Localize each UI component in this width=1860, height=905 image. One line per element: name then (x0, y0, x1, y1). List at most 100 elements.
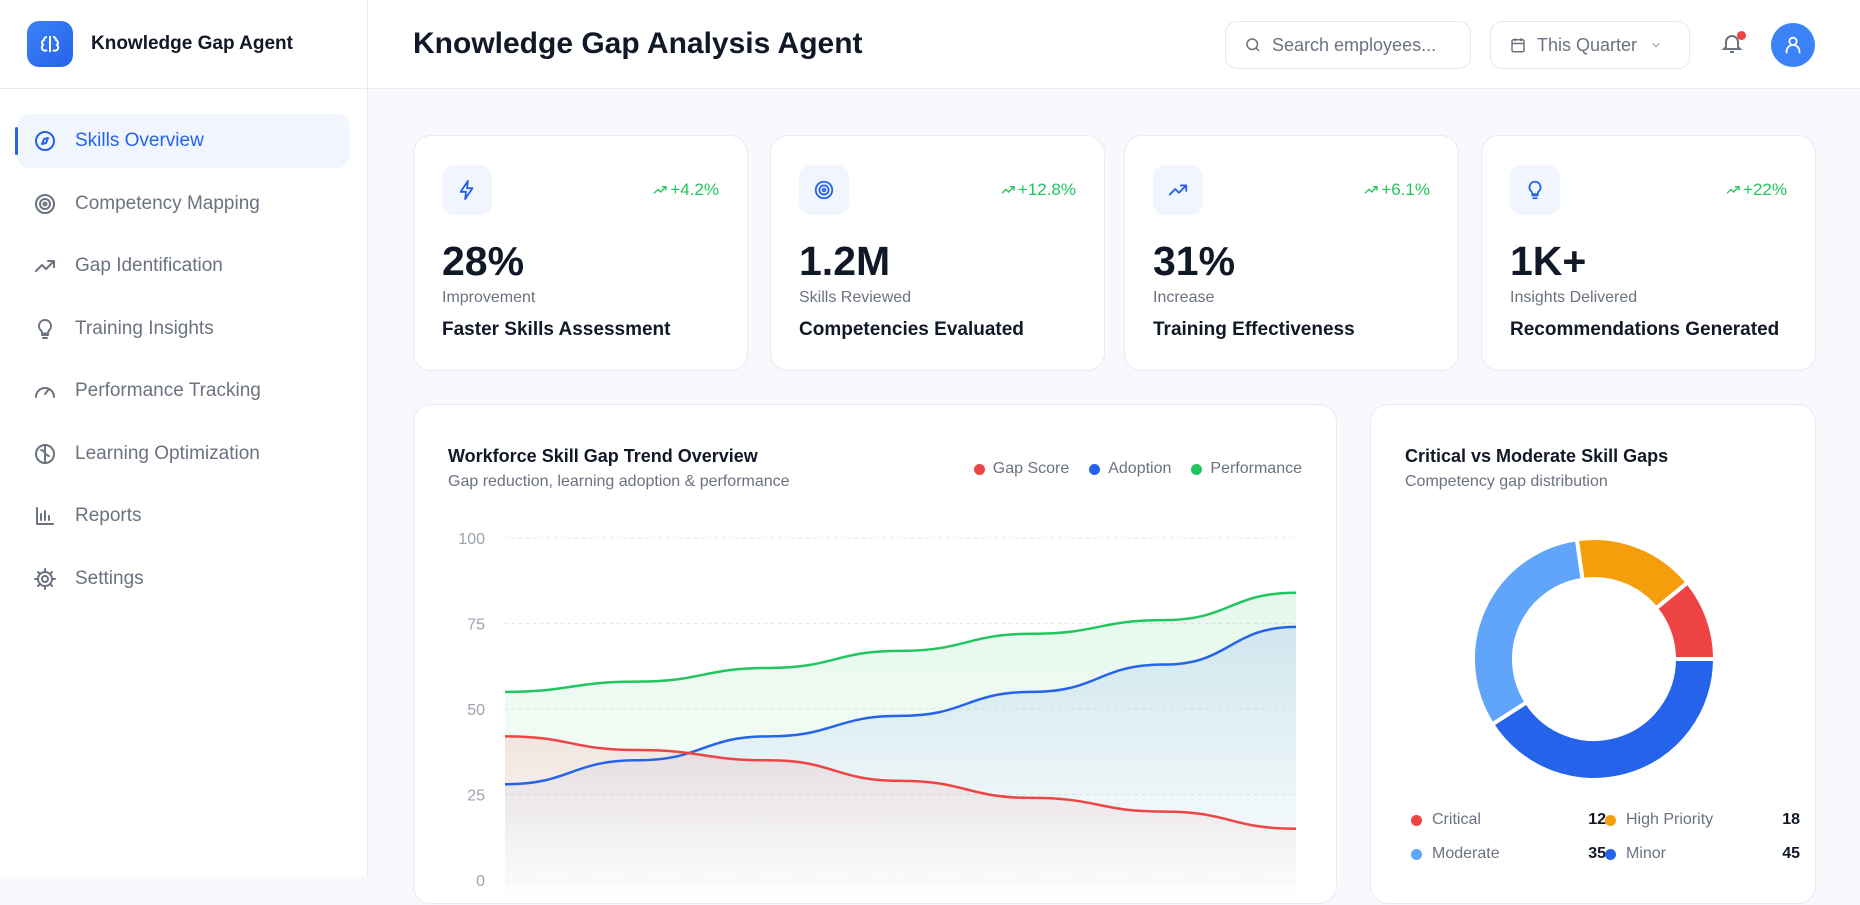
trend-up-icon (1726, 186, 1740, 194)
donut-slice-high-priority[interactable] (1574, 536, 1691, 612)
trend-up-icon (1364, 186, 1378, 194)
legend-label: Minor (1626, 845, 1667, 862)
kpi-label: Competencies Evaluated (799, 319, 1024, 340)
sidebar-item-training-insights[interactable]: Training Insights (17, 302, 349, 356)
kpi-label: Recommendations Generated (1510, 319, 1780, 340)
y-tick-label: 75 (467, 617, 485, 634)
trending-up-icon (1168, 184, 1188, 196)
notifications-button[interactable] (1720, 31, 1748, 59)
trend-up-icon (653, 186, 667, 194)
search-box[interactable] (1225, 21, 1471, 69)
kpi-card: +6.1% 31% Increase Training Effectivenes… (1124, 135, 1459, 371)
kpi-value: 28% (442, 238, 525, 284)
sidebar-item-label: Learning Optimization (75, 442, 260, 464)
lightbulb-icon (1528, 180, 1542, 200)
legend-label: Adoption (1108, 460, 1172, 477)
donut-slice-moderate[interactable] (1471, 536, 1585, 728)
kpi-icon-box (1153, 165, 1203, 215)
legend-dot (973, 463, 985, 475)
kpi-icon-box (1510, 165, 1560, 215)
gear-icon (34, 567, 56, 590)
legend-value: 12 (1588, 811, 1606, 828)
kpi-icon-box (442, 165, 492, 215)
sidebar-item-learning-optimization[interactable]: Learning Optimization (17, 427, 349, 481)
chart-subtitle: Gap reduction, learning adoption & perfo… (448, 473, 790, 490)
legend-label: Performance (1210, 460, 1302, 477)
target-icon (35, 193, 55, 214)
calendar-icon (1511, 38, 1525, 53)
sidebar-item-label: Reports (75, 505, 142, 526)
donut-subtitle: Competency gap distribution (1405, 473, 1608, 490)
kpi-sublabel: Insights Delivered (1510, 289, 1638, 306)
kpi-sublabel: Increase (1153, 289, 1215, 306)
donut-chart-card: Critical vs Moderate Skill Gaps Competen… (1370, 404, 1816, 904)
y-tick-label: 50 (467, 702, 485, 719)
kpi-value: 31% (1153, 238, 1236, 284)
sidebar-item-competency-mapping[interactable]: Competency Mapping (17, 177, 349, 231)
legend-item[interactable]: Performance (1191, 460, 1302, 478)
kpi-change-badge: +12.8% (1000, 180, 1076, 200)
legend-value: 45 (1782, 845, 1800, 862)
legend-dot (1411, 848, 1422, 860)
kpi-value: 1K+ (1510, 238, 1587, 284)
avatar[interactable] (1771, 23, 1815, 67)
sidebar-nav: Skills Overview Competency Mapping Gap Ide… (15, 114, 349, 614)
legend-label: Critical (1432, 811, 1481, 828)
legend-value: 18 (1782, 811, 1800, 828)
legend-dot (1411, 814, 1422, 826)
kpi-value: 1.2M (799, 238, 891, 284)
legend-label: High Priority (1626, 811, 1714, 828)
donut-legend-item: Minor 45 (1605, 845, 1800, 863)
kpi-change-badge: +6.1% (1363, 180, 1430, 200)
sidebar-item-gap-identification[interactable]: Gap Identification (17, 239, 349, 293)
header: Knowledge Gap Analysis Agent This Quarte… (368, 0, 1860, 89)
kpi-sublabel: Skills Reviewed (799, 289, 912, 306)
bar-chart-icon (36, 507, 54, 525)
sidebar-item-label: Settings (75, 567, 144, 589)
search-input[interactable] (1272, 34, 1452, 56)
y-tick-label: 25 (467, 788, 485, 805)
sidebar-item-label: Competency Mapping (75, 192, 260, 214)
trend-chart-card: Workforce Skill Gap Trend Overview Gap r… (413, 404, 1337, 904)
donut-slice-minor[interactable] (1489, 657, 1718, 782)
brain-icon (27, 21, 73, 67)
sidebar-item-reports[interactable]: Reports (17, 489, 349, 543)
kpi-icon-box (799, 165, 849, 215)
lightbulb-icon (37, 318, 53, 339)
donut-legend-item: High Priority 18 (1605, 811, 1800, 829)
kpi-label: Faster Skills Assessment (442, 319, 671, 340)
sidebar-item-skills-overview[interactable]: Skills Overview (15, 114, 349, 168)
chevron-down-icon (1652, 42, 1660, 48)
series-line-gap-score (504, 735, 1297, 830)
sidebar-item-label: Training Insights (75, 317, 214, 339)
chart-title: Workforce Skill Gap Trend Overview (448, 446, 758, 466)
period-dropdown[interactable]: This Quarter (1490, 21, 1690, 69)
kpi-change-badge: +22% (1725, 180, 1787, 200)
sidebar-item-label: Gap Identification (75, 255, 223, 276)
legend-item[interactable]: Gap Score (973, 460, 1069, 478)
sidebar-item-label: Skills Overview (75, 130, 204, 151)
search-icon (1246, 38, 1260, 52)
period-label: This Quarter (1537, 34, 1638, 55)
skill-gap-donut-chart (1471, 536, 1718, 782)
trending-up-icon (35, 260, 55, 272)
chart-legend: Gap Score Adoption Performance (973, 460, 1302, 478)
brand: Knowledge Gap Agent (0, 0, 367, 89)
sidebar-item-settings[interactable]: Settings (17, 552, 349, 606)
sidebar-item-performance-tracking[interactable]: Performance Tracking (17, 364, 349, 418)
lightning-icon (459, 179, 474, 201)
sidebar: Knowledge Gap Agent Skills Overview Compe… (0, 0, 368, 876)
sidebar-item-label: Performance Tracking (75, 380, 261, 401)
kpi-change: +6.1% (1381, 180, 1430, 199)
gauge-icon (35, 387, 55, 398)
legend-dot (1089, 463, 1101, 475)
legend-item[interactable]: Adoption (1089, 460, 1171, 478)
series-line-adoption (504, 625, 1297, 786)
kpi-sublabel: Improvement (442, 289, 536, 306)
kpi-change-badge: +4.2% (652, 180, 719, 200)
kpi-card: +22% 1K+ Insights Delivered Recommendati… (1481, 135, 1816, 371)
kpi-change: +22% (1743, 180, 1787, 199)
donut-title: Critical vs Moderate Skill Gaps (1405, 446, 1669, 466)
user-icon (1785, 36, 1801, 54)
